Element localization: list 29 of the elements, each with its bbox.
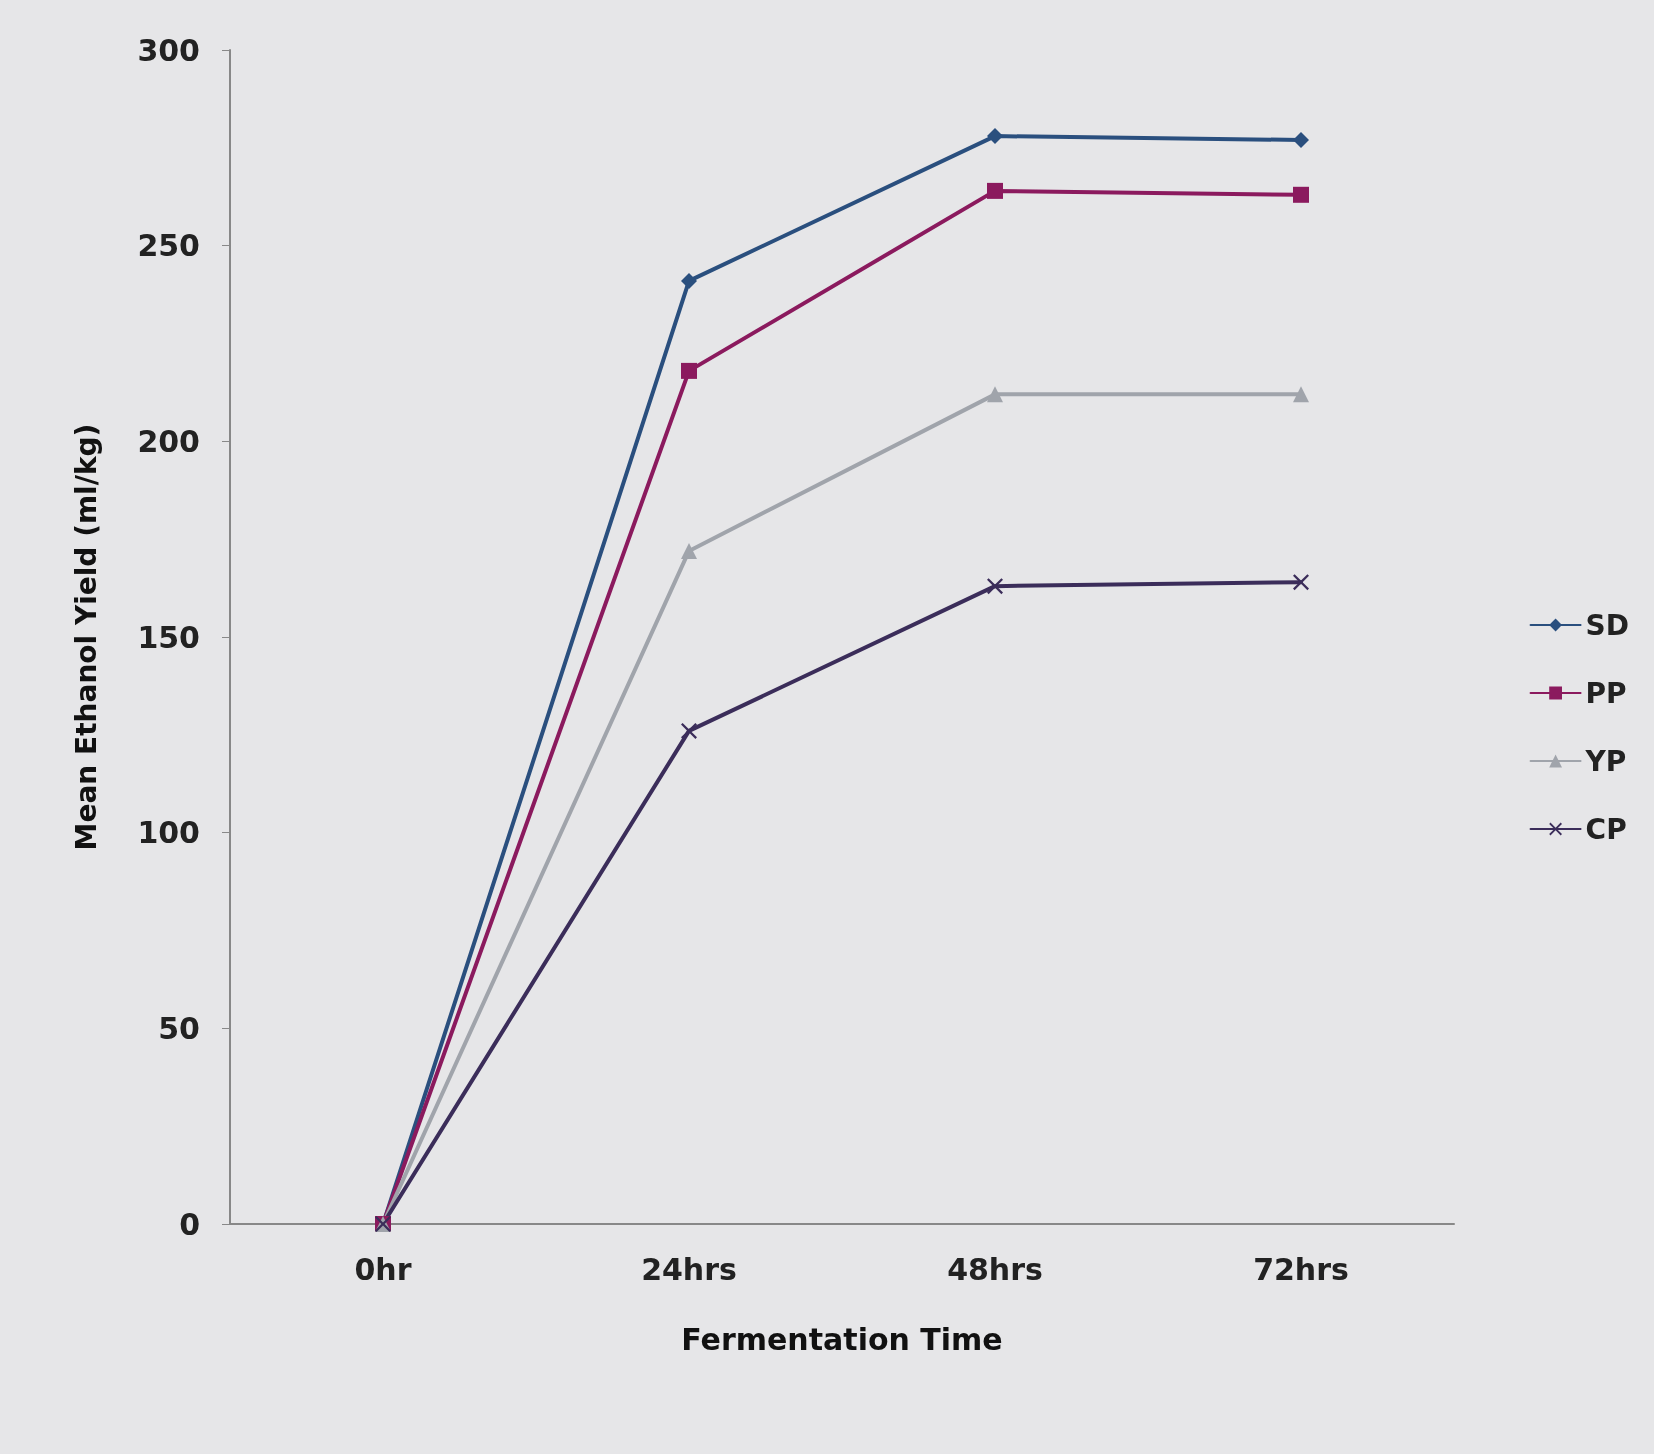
legend-label: CP bbox=[1585, 812, 1627, 846]
y-tick-label: 150 bbox=[137, 619, 200, 655]
y-tick-label: 250 bbox=[137, 228, 200, 264]
point bbox=[681, 362, 697, 379]
legend-label: PP bbox=[1585, 676, 1627, 710]
point bbox=[987, 182, 1003, 199]
x-tick-label: 24hrs bbox=[641, 1251, 737, 1287]
point bbox=[987, 578, 1003, 595]
legend-label: YP bbox=[1584, 744, 1627, 778]
point bbox=[1293, 574, 1309, 591]
point bbox=[987, 386, 1003, 403]
y-axis-title: Mean Ethanol Yield (ml/kg) bbox=[69, 423, 103, 851]
x-axis-title: Fermentation Time bbox=[681, 1321, 1003, 1357]
point bbox=[1293, 186, 1309, 203]
point bbox=[681, 722, 697, 739]
point bbox=[681, 542, 697, 559]
y-tick-label: 0 bbox=[179, 1206, 200, 1242]
x-tick-label: 0hr bbox=[354, 1251, 412, 1287]
y-tick-label: 50 bbox=[158, 1010, 200, 1046]
point bbox=[1293, 386, 1309, 403]
y-tick-label: 300 bbox=[137, 32, 200, 68]
point bbox=[681, 272, 697, 289]
point bbox=[1293, 132, 1309, 149]
legend-label: SD bbox=[1585, 608, 1630, 642]
x-tick-label: 48hrs bbox=[947, 1251, 1043, 1287]
y-tick-label: 100 bbox=[137, 815, 200, 851]
point bbox=[987, 128, 1003, 145]
x-tick-label: 72hrs bbox=[1253, 1251, 1349, 1287]
y-tick-label: 200 bbox=[137, 423, 200, 459]
